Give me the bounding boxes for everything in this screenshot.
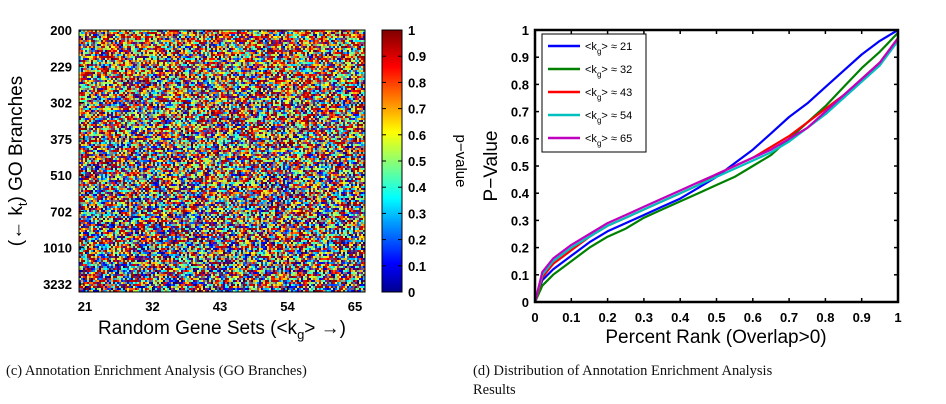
line-x-tick-label: 0.7 bbox=[780, 310, 798, 325]
line-y-tick-label: 0.9 bbox=[511, 50, 529, 65]
line-x-tick-label: 0.5 bbox=[707, 310, 725, 325]
series-line-4 bbox=[533, 40, 899, 303]
heatmap-y-tick-label: 510 bbox=[50, 168, 72, 183]
colorbar-tick-label: 0.8 bbox=[408, 75, 426, 90]
legend-label: <kg> ≈ 54 bbox=[585, 110, 632, 125]
series-line-1 bbox=[533, 29, 899, 303]
colorbar-tick-label: 0.3 bbox=[408, 206, 426, 221]
legend-label: <kg> ≈ 21 bbox=[585, 41, 632, 56]
line-y-tick-label: 1 bbox=[522, 23, 529, 38]
legend-items: <kg> ≈ 21 <kg> ≈ 32 <kg> ≈ 43 <kg> ≈ 54 <kg>… bbox=[548, 41, 632, 148]
heatmap-y-tick-label: 3232 bbox=[43, 277, 72, 292]
line-y-tick-label: 0.2 bbox=[511, 241, 529, 256]
colorbar: 0 0.1 0.2 0.3 0.4 0.5 0.6 0.7 0.8 0.9 1 p−value bbox=[381, 23, 469, 300]
colorbar-tick-label: 1 bbox=[408, 23, 415, 38]
caption-left: (c) Annotation Enrichment Analysis (GO B… bbox=[6, 363, 307, 379]
colorbar-tick-label: 0.4 bbox=[408, 180, 427, 195]
colorbar-tick-label: 0.9 bbox=[408, 49, 426, 64]
heatmap-x-tick-label: 54 bbox=[280, 299, 295, 314]
heatmap-y-tick-label: 302 bbox=[50, 96, 72, 111]
heatmap-x-ticks: 21 32 43 54 65 bbox=[78, 287, 362, 314]
heatmap-x-tick-label: 43 bbox=[213, 299, 227, 314]
caption-right-line2: Results bbox=[473, 382, 516, 398]
caption-right-line1: (d) Distribution of Annotation Enrichmen… bbox=[473, 363, 773, 379]
line-y-tick-label: 0.6 bbox=[511, 132, 529, 147]
colorbar-tick-label: 0.5 bbox=[408, 154, 426, 169]
colorbar-ticks: 0 0.1 0.2 0.3 0.4 0.5 0.6 0.7 0.8 0.9 1 bbox=[382, 23, 427, 300]
heatmap-panel: 21 32 43 54 65 200 229 302 375 510 702 1010 3232 Ra… bbox=[6, 23, 366, 342]
line-x-tick-label: 0.6 bbox=[744, 310, 762, 325]
line-y-tick-label: 0.7 bbox=[511, 105, 529, 120]
heatmap-frame bbox=[78, 29, 366, 293]
colorbar-tick-label: 0.6 bbox=[408, 128, 426, 143]
heatmap-x-tick-label: 21 bbox=[78, 299, 92, 314]
line-y-tick-label: 0.5 bbox=[511, 159, 529, 174]
line-y-tick-label: 0.8 bbox=[511, 77, 529, 92]
line-x-tick-label: 1 bbox=[894, 310, 901, 325]
line-x-tick-label: 0.3 bbox=[635, 310, 653, 325]
heatmap-y-tick-label: 200 bbox=[50, 23, 72, 38]
line-y-tick-label: 0 bbox=[522, 295, 529, 310]
line-y-tick-label: 0.4 bbox=[511, 186, 530, 201]
heatmap-y-tick-label: 229 bbox=[50, 59, 72, 74]
heatmap-x-tick-label: 32 bbox=[145, 299, 159, 314]
line-chart-panel: 0 0.1 0.2 0.3 0.4 0.5 0.6 0.7 0.8 0.9 1 0 0.1 0.2 0.3… bbox=[481, 23, 902, 348]
series-lines bbox=[533, 29, 899, 303]
heatmap-x-axis-label: Random Gene Sets (<kg> →) bbox=[98, 318, 346, 342]
line-x-ticks: 0 0.1 0.2 0.3 0.4 0.5 0.6 0.7 0.8 0.9 1 bbox=[531, 30, 902, 325]
line-y-axis-label: P−Value bbox=[481, 131, 502, 202]
colorbar-tick-label: 0.7 bbox=[408, 102, 426, 117]
colorbar-tick-label: 0 bbox=[408, 285, 415, 300]
line-x-tick-label: 0.2 bbox=[599, 310, 617, 325]
line-x-tick-label: 0.4 bbox=[671, 310, 690, 325]
line-x-tick-label: 0.9 bbox=[853, 310, 871, 325]
line-x-tick-label: 0.8 bbox=[816, 310, 834, 325]
colorbar-tick-label: 0.2 bbox=[408, 233, 426, 248]
heatmap-y-ticks: 200 229 302 375 510 702 1010 3232 bbox=[43, 23, 84, 292]
heatmap-y-tick-label: 375 bbox=[50, 132, 72, 147]
heatmap-y-tick-label: 1010 bbox=[43, 241, 72, 256]
heatmap-x-tick-label: 65 bbox=[348, 299, 362, 314]
heatmap-y-axis-label: (← kt) GO Branches bbox=[6, 76, 30, 246]
colorbar-label: p−value bbox=[452, 135, 469, 188]
heatmap-y-tick-label: 702 bbox=[50, 204, 72, 219]
legend: <kg> ≈ 21 <kg> ≈ 32 <kg> ≈ 43 <kg> ≈ 54 <kg>… bbox=[541, 33, 647, 153]
line-y-tick-label: 0.3 bbox=[511, 213, 529, 228]
line-y-ticks: 0 0.1 0.2 0.3 0.4 0.5 0.6 0.7 0.8 0.9 1 bbox=[511, 23, 898, 310]
line-y-tick-label: 0.1 bbox=[511, 268, 529, 283]
line-x-tick-label: 0.1 bbox=[562, 310, 580, 325]
line-x-axis-label: Percent Rank (Overlap>0) bbox=[605, 327, 826, 348]
legend-label: <kg> ≈ 32 bbox=[585, 64, 632, 79]
series-line-2 bbox=[533, 31, 899, 303]
legend-label: <kg> ≈ 65 bbox=[585, 133, 632, 148]
line-x-tick-label: 0 bbox=[531, 310, 538, 325]
legend-label: <kg> ≈ 43 bbox=[585, 87, 632, 102]
series-line-5 bbox=[533, 37, 899, 303]
heatmap-cells bbox=[79, 30, 366, 293]
colorbar-tick-label: 0.1 bbox=[408, 259, 426, 274]
